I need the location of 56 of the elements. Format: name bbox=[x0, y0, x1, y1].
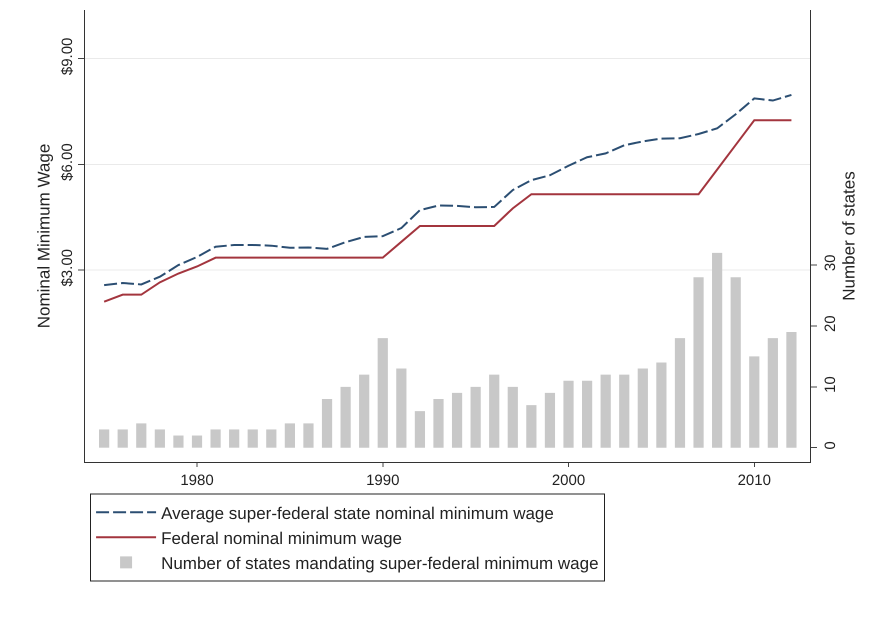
x-tick-label: 2010 bbox=[738, 472, 771, 489]
bar bbox=[693, 277, 704, 448]
bar bbox=[210, 429, 221, 448]
bar bbox=[526, 405, 536, 448]
bar bbox=[248, 429, 258, 448]
bar bbox=[192, 436, 202, 448]
bar bbox=[582, 380, 592, 448]
bar bbox=[638, 368, 648, 448]
bar bbox=[303, 423, 314, 448]
line-series bbox=[103, 94, 792, 286]
bar bbox=[470, 386, 481, 448]
bar bbox=[619, 374, 630, 448]
bar bbox=[730, 277, 741, 448]
y-tick-label: $3.00 bbox=[59, 248, 76, 287]
bar bbox=[118, 429, 128, 448]
bar bbox=[712, 252, 722, 448]
y2-tick-label: 0 bbox=[822, 441, 839, 450]
line-series bbox=[103, 119, 792, 303]
bar bbox=[284, 423, 295, 448]
y2-tick-label: 30 bbox=[822, 254, 839, 272]
y-tick-label: $6.00 bbox=[59, 143, 76, 181]
y-tick-label: $9.00 bbox=[59, 38, 76, 76]
bar bbox=[414, 411, 426, 448]
bar bbox=[544, 392, 556, 448]
bar bbox=[563, 380, 574, 448]
y2-tick-label: 20 bbox=[822, 315, 839, 332]
x-tick-label: 2000 bbox=[552, 472, 586, 489]
y2-tick-label: 10 bbox=[822, 376, 839, 393]
legend-label: Number of states mandating super-federal minimum wage bbox=[161, 554, 599, 574]
bar bbox=[768, 338, 778, 448]
bar bbox=[173, 436, 184, 448]
x-tick-label: 1980 bbox=[180, 472, 214, 489]
bar bbox=[656, 362, 666, 448]
bar bbox=[266, 429, 276, 448]
legend-label: Federal nominal minimum wage bbox=[161, 528, 402, 548]
y-axis-title: Nominal Minimum Wage bbox=[34, 144, 54, 328]
bar bbox=[340, 386, 351, 448]
bar bbox=[322, 398, 332, 448]
bar bbox=[452, 392, 462, 448]
legend-label: Average super-federal state nominal minimum wage bbox=[161, 504, 554, 523]
x-tick-label: 1990 bbox=[366, 472, 400, 489]
bar bbox=[154, 429, 165, 448]
bar bbox=[749, 356, 760, 448]
bar bbox=[99, 429, 110, 448]
bar bbox=[674, 338, 686, 448]
bar bbox=[600, 374, 611, 448]
bar bbox=[359, 374, 370, 448]
bar bbox=[433, 398, 444, 448]
bar bbox=[396, 368, 406, 448]
bar bbox=[136, 423, 146, 448]
bar bbox=[489, 374, 500, 448]
y2-axis-title: Number of states bbox=[839, 171, 858, 301]
bar bbox=[786, 332, 797, 448]
bar bbox=[378, 338, 388, 448]
bar bbox=[508, 386, 518, 448]
bar bbox=[229, 429, 240, 448]
